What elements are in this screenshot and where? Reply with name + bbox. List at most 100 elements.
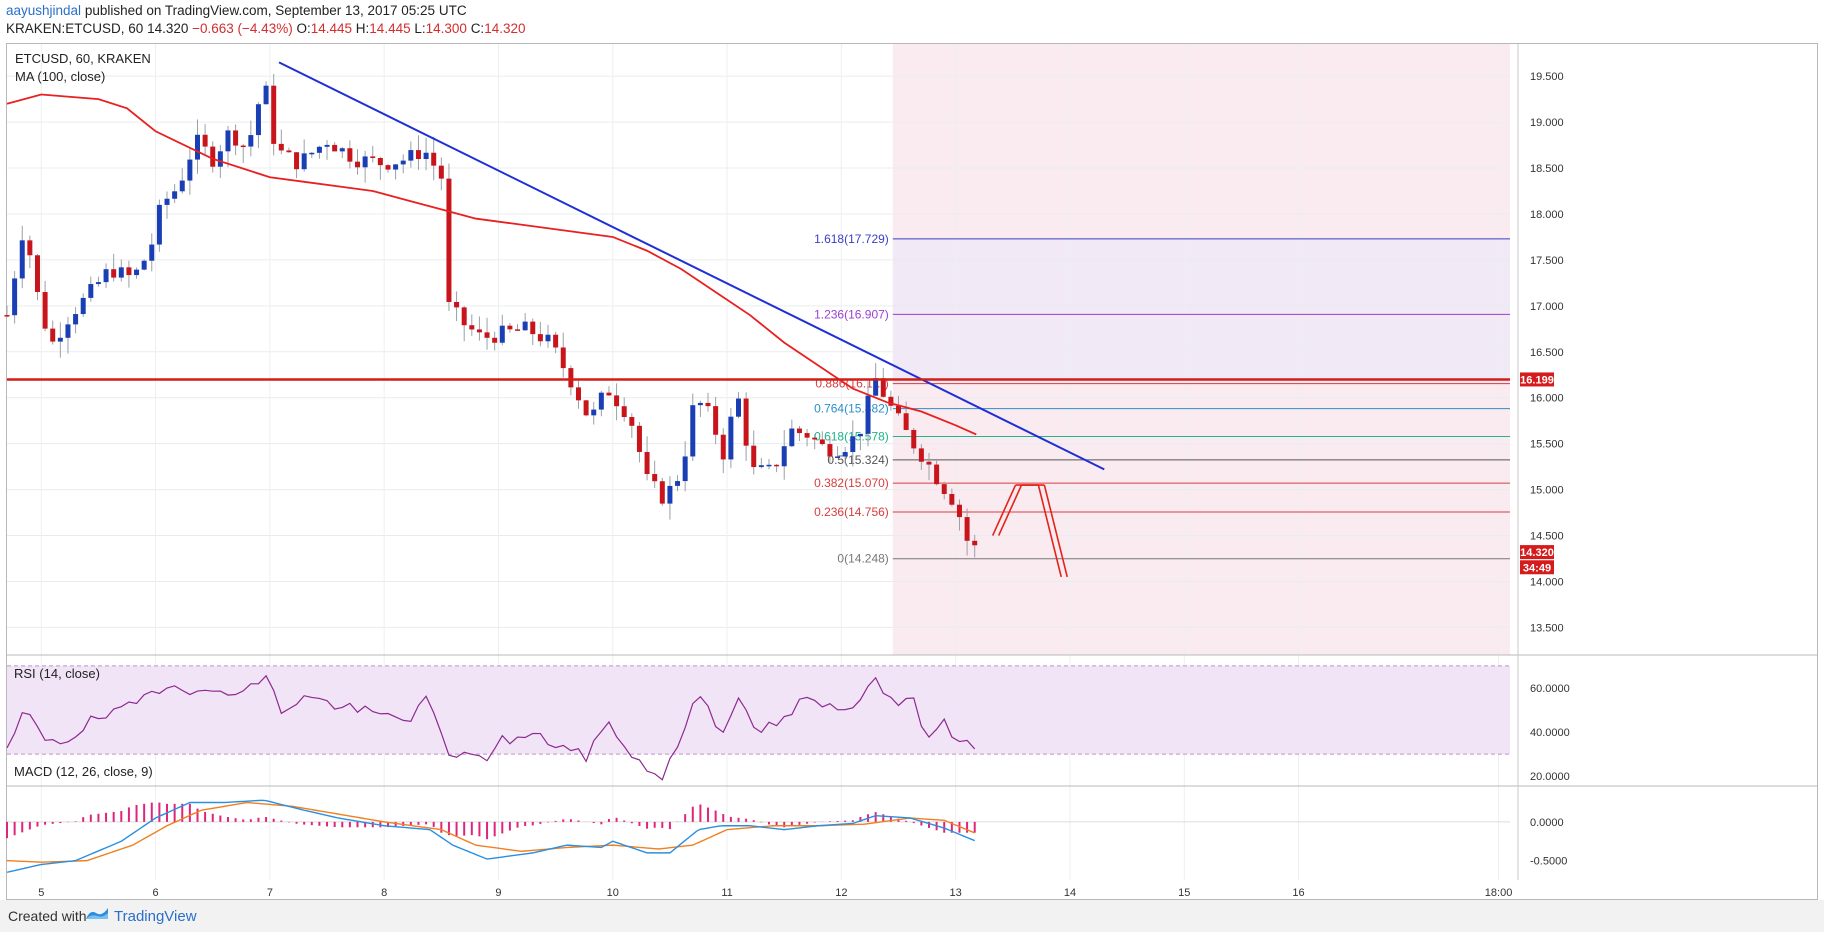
candle-body <box>789 428 795 447</box>
candle-body <box>873 378 879 396</box>
candle-body <box>370 156 376 159</box>
time-axis-tick: 14 <box>1064 887 1076 899</box>
price-badge: 34:49 <box>1523 562 1551 574</box>
candle-body <box>804 433 810 438</box>
time-axis-tick: 6 <box>153 887 159 899</box>
price-axis-tick: 15.000 <box>1530 485 1564 497</box>
open-label: O: <box>296 21 311 36</box>
author-link[interactable]: aayushjindal <box>6 3 82 18</box>
time-axis-tick: 8 <box>381 887 387 899</box>
publish-info: published on TradingView.com, September … <box>84 3 467 18</box>
price-axis-tick: 15.500 <box>1530 439 1564 451</box>
price-axis-tick: 19.000 <box>1530 117 1564 129</box>
candle-body <box>507 325 513 330</box>
candle-body <box>735 398 741 417</box>
candle-body <box>728 416 734 460</box>
time-axis-tick: 12 <box>835 887 847 899</box>
candle-body <box>73 314 79 325</box>
price-axis-tick: 16.000 <box>1530 393 1564 405</box>
ohlc-line: KRAKEN:ETCUSD, 60 14.320 −0.663 (−4.43%)… <box>6 21 525 36</box>
candle-body <box>301 153 307 170</box>
candle-body <box>476 329 482 333</box>
candle-body <box>636 425 642 452</box>
candle-body <box>560 347 566 369</box>
candle-body <box>179 180 185 192</box>
fib-level-label: 0.5(15.324) <box>827 453 888 467</box>
tradingview-link[interactable]: TradingView <box>114 908 197 925</box>
price-axis-tick: 14.000 <box>1530 576 1564 588</box>
price-badge-bg <box>1520 372 1554 387</box>
time-axis-tick: 9 <box>495 887 501 899</box>
time-axis-tick: 7 <box>267 887 273 899</box>
price-axis-tick: 14.500 <box>1530 531 1564 543</box>
candle-body <box>134 269 140 276</box>
candle-body <box>217 151 223 167</box>
chart-canvas[interactable]: 1.618(17.729)1.236(16.907)0.886(16.1…)0.… <box>0 0 1824 900</box>
candle-body <box>956 504 962 518</box>
candle-body <box>12 278 18 316</box>
time-axis-tick: 13 <box>950 887 962 899</box>
candle-body <box>697 402 703 406</box>
candle-body <box>614 395 620 407</box>
open-value: 14.445 <box>310 21 353 36</box>
candle-body <box>515 329 521 331</box>
price-axis-tick: 18.000 <box>1530 209 1564 221</box>
candle-body <box>80 297 86 315</box>
header-bar: aayushjindal published on TradingView.co… <box>0 0 1824 40</box>
candle-body <box>294 152 300 170</box>
candle-body <box>705 402 711 407</box>
candle-body <box>149 244 155 261</box>
candle-body <box>606 392 612 396</box>
candle-body <box>225 130 231 152</box>
candle-body <box>347 148 353 162</box>
candle-body <box>461 307 467 326</box>
created-with-label: Created with <box>8 908 87 924</box>
projection-stroke <box>1043 484 1069 578</box>
candle-body <box>339 148 345 152</box>
candle-body <box>156 204 162 245</box>
candle-body <box>880 378 886 397</box>
low-label: L: <box>414 21 426 36</box>
time-axis-tick: 18:00 <box>1485 887 1513 899</box>
candle-body <box>27 240 33 256</box>
candle-body <box>545 334 551 342</box>
candle-body <box>675 481 681 486</box>
macd-axis-tick: 0.0000 <box>1530 817 1564 829</box>
candle-body <box>781 446 787 467</box>
projection-stroke <box>1037 484 1063 578</box>
candle-body <box>537 334 543 342</box>
candle-body <box>499 325 505 343</box>
price-axis-tick: 16.500 <box>1530 347 1564 359</box>
candle-body <box>50 328 56 342</box>
close-label: C: <box>470 21 485 36</box>
candle-body <box>248 135 254 147</box>
candle-body <box>4 315 10 317</box>
candle-body <box>758 465 764 468</box>
candle-body <box>934 464 940 485</box>
candle-body <box>34 255 40 293</box>
fib-level-label: 1.236(16.907) <box>814 307 889 321</box>
candle-body <box>667 485 673 504</box>
candle-body <box>553 334 559 348</box>
candle-body <box>918 448 924 462</box>
price-change: −0.663 (−4.43%) <box>192 21 293 36</box>
price-badge: 16.199 <box>1520 374 1554 386</box>
candle-body <box>903 413 909 430</box>
candle-body <box>911 429 917 449</box>
candle-body <box>652 474 658 482</box>
candle-body <box>423 152 429 160</box>
candle-body <box>431 152 437 166</box>
rsi-band <box>7 665 1510 755</box>
candle-body <box>949 493 955 505</box>
price-axis-tick: 19.500 <box>1530 71 1564 83</box>
candle-body <box>598 392 604 410</box>
candle-body <box>591 409 597 416</box>
candle-body <box>850 436 856 453</box>
candle-body <box>103 269 109 283</box>
candle-body <box>19 240 25 279</box>
high-value: 14.445 <box>369 21 411 36</box>
candle-body <box>187 159 193 181</box>
candle-body <box>111 269 117 278</box>
publish-line: aayushjindal published on TradingView.co… <box>6 3 467 18</box>
candle-body <box>332 144 338 152</box>
